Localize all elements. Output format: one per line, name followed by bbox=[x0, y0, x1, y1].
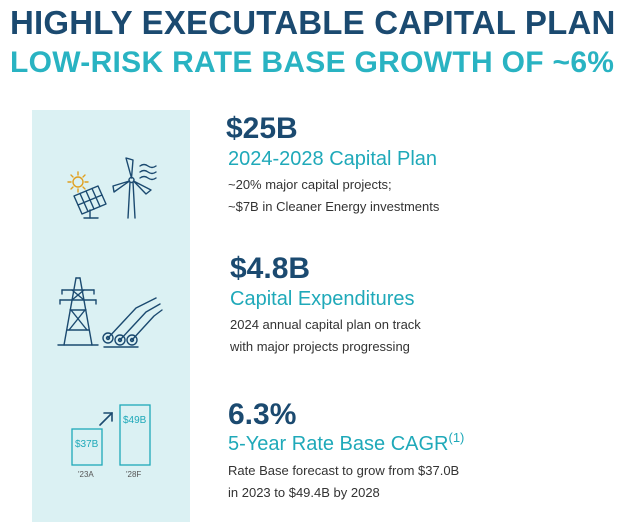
bar-28f-label: $49B bbox=[123, 415, 147, 426]
cagr-desc-line-2: in 2023 to $49.4B by 2028 bbox=[228, 485, 380, 500]
capex-desc: 2024 annual capital plan on track with m… bbox=[230, 314, 421, 358]
capital-plan-value: $25B bbox=[226, 112, 298, 145]
capex-label: Capital Expenditures bbox=[230, 288, 415, 310]
capital-plan-desc: ~20% major capital projects; ~$7B in Cle… bbox=[228, 174, 439, 218]
capital-plan-desc-line-2: ~$7B in Cleaner Energy investments bbox=[228, 199, 440, 214]
bar-23a-label: $37B bbox=[75, 439, 99, 450]
cagr-label: 5-Year Rate Base CAGR(1) bbox=[228, 430, 465, 456]
solar-wind-icon bbox=[67, 157, 157, 219]
cagr-desc-line-1: Rate Base forecast to grow from $37.0B bbox=[228, 463, 460, 478]
bar-23a-year: '23A bbox=[78, 470, 94, 479]
bar-28f bbox=[119, 404, 151, 466]
cagr-desc: Rate Base forecast to grow from $37.0B i… bbox=[228, 460, 459, 504]
rate-base-bar-icon: $37B $49B '23A '28F bbox=[71, 404, 151, 479]
cagr-value: 6.3% bbox=[228, 398, 297, 431]
capital-plan-label: 2024-2028 Capital Plan bbox=[228, 148, 438, 170]
cagr-footnote: (1) bbox=[448, 430, 465, 445]
transmission-pipeline-icon bbox=[57, 277, 163, 348]
capex-desc-line-1: 2024 annual capital plan on track bbox=[230, 317, 421, 332]
cagr-label-text: 5-Year Rate Base CAGR bbox=[228, 433, 449, 455]
icon-panel bbox=[32, 110, 190, 522]
capex-desc-line-2: with major projects progressing bbox=[230, 339, 410, 354]
bar-23a bbox=[71, 428, 103, 466]
capex-value: $4.8B bbox=[230, 252, 311, 285]
capital-plan-desc-line-1: ~20% major capital projects; bbox=[228, 177, 392, 192]
page-title: HIGHLY EXECUTABLE CAPITAL PLAN bbox=[10, 4, 616, 41]
bar-28f-year: '28F bbox=[126, 470, 141, 479]
page-subtitle: LOW-RISK RATE BASE GROWTH OF ~6% bbox=[10, 46, 615, 79]
